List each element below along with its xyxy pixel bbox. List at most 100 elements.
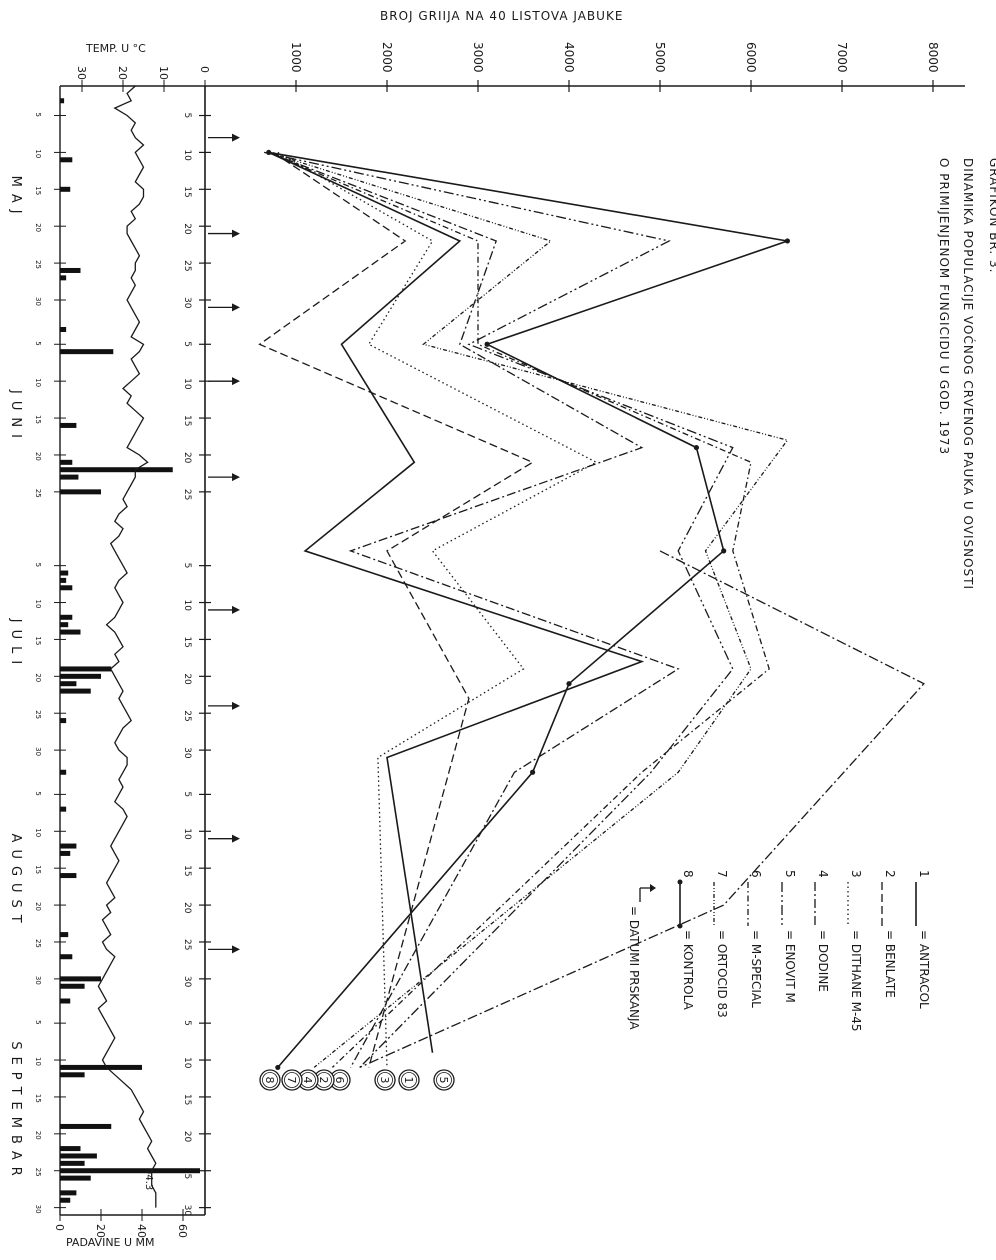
- rain-date-tick-label: 10: [34, 149, 42, 158]
- end-circle: [398, 1069, 420, 1091]
- rain-date-tick-label: 10: [34, 828, 42, 837]
- date-tick-label: 20: [182, 452, 192, 464]
- rain-bar: [60, 983, 85, 989]
- legend-number: 2: [883, 870, 897, 878]
- series-line-8: [268, 151, 788, 1068]
- spray-arrow-head: [232, 473, 240, 482]
- series-line-3: [277, 151, 598, 1068]
- rain-date-tick-label: 15: [34, 186, 42, 195]
- rain-bar: [60, 267, 81, 273]
- legend-text: = KONTROLA: [681, 930, 695, 1011]
- rain-bar: [60, 1064, 142, 1070]
- rain-date-tick-label: 20: [34, 902, 42, 911]
- rain-date-tick-label: 15: [34, 415, 42, 424]
- date-tick-label: 25: [182, 939, 192, 950]
- rain-bar: [60, 688, 91, 694]
- spray-arrow-head: [232, 303, 240, 312]
- rain-ticks: 0 20 40 60: [53, 1209, 189, 1238]
- date-tick-label: 25: [182, 710, 192, 721]
- rain-tick-label: 60: [176, 1224, 189, 1238]
- rain-bar: [60, 1175, 91, 1181]
- rain-bar: [60, 585, 73, 591]
- spray-arrow-head: [232, 701, 240, 710]
- end-circle: [374, 1069, 396, 1091]
- date-tick-label: 25: [182, 489, 192, 500]
- rain-date-tick-label: 25: [34, 1168, 42, 1177]
- rain-bar: [60, 1072, 85, 1078]
- end-circle-inner: [377, 1072, 393, 1088]
- rain-bar: [60, 327, 67, 333]
- legend-arrow-head: [650, 884, 656, 892]
- series-point: [484, 341, 490, 347]
- legend-text: = BENLATE: [883, 930, 897, 998]
- temp-tick-label: 10: [157, 66, 170, 80]
- temperature-curve: [97, 85, 157, 1208]
- chart-title-line1: DINAMIKA POPULACIJE VOĆNOG CRVENOG PAUKA…: [961, 158, 976, 590]
- rain-date-tick-label: 30: [34, 747, 42, 756]
- end-circle-label: 3: [378, 1077, 391, 1084]
- rain-bar: [60, 467, 173, 473]
- rain-bar: [60, 349, 114, 355]
- rain-date-tick-label: 10: [34, 600, 42, 609]
- legend-number: 3: [849, 870, 863, 878]
- date-tick-label: 25: [182, 1168, 192, 1179]
- rain-bar: [60, 186, 71, 192]
- date-tick-label: 15: [182, 186, 192, 197]
- series-point: [566, 681, 572, 687]
- temp-axis-title: TEMP. U °C: [85, 42, 146, 55]
- legend-text: = M-SPECIAL: [749, 930, 763, 1008]
- series-line-7: [268, 151, 789, 1068]
- rain-tick-label: 0: [53, 1224, 66, 1231]
- series-point: [266, 149, 272, 156]
- rain-bars: [60, 98, 200, 1203]
- month-labels: MAJ JUNI JULI AUGUST SEPTEMBAR: [8, 176, 23, 1183]
- date-tick-label: 5: [182, 113, 192, 119]
- temp-ticks: 0 10 20 30: [75, 66, 211, 92]
- rain-bar: [60, 998, 71, 1004]
- legend-text: = ENOVIT M: [783, 930, 797, 1003]
- legend: 1 = ANTRACOL 2 = BENLATE 3 = DITHANE M-45 4 = D…: [627, 870, 931, 1032]
- rain-bar: [60, 976, 101, 982]
- temp-line: [97, 85, 157, 1208]
- rain-date-tick-label: 15: [34, 1094, 42, 1103]
- legend-number: 8: [681, 870, 695, 878]
- rain-date-tick-label: 20: [34, 1131, 42, 1140]
- date-tick-label: 5: [182, 791, 192, 797]
- date-tick-label: 15: [182, 415, 192, 426]
- rain-date-tick-label: 30: [34, 976, 42, 985]
- temp-tick-label: 0: [198, 66, 211, 73]
- population-tick-label: 5000: [653, 42, 667, 73]
- legend-number: 4: [816, 870, 830, 878]
- series-line-6: [268, 151, 770, 1068]
- series-point: [784, 238, 791, 244]
- grafikon-number: GRAFIKON BR. 3.: [987, 158, 996, 273]
- rain-bar: [60, 570, 69, 576]
- rain-date-tick-label: 25: [34, 710, 42, 719]
- date-tick-label: 5: [182, 563, 192, 569]
- rain-date-tick-label: 15: [34, 865, 42, 874]
- rain-annotation: 94.3: [143, 1168, 154, 1190]
- rain-date-tick-label: 25: [34, 260, 42, 269]
- population-tick-label: 6000: [744, 42, 758, 73]
- legend-arrow-text: = DATUMI PRSKANJA: [627, 906, 641, 1030]
- series-line-1: [268, 151, 645, 1053]
- population-tick-label: 7000: [835, 42, 849, 73]
- population-tick-label: 1000: [289, 42, 303, 73]
- spray-arrow-head: [232, 229, 240, 238]
- date-tick-label: 15: [182, 636, 192, 647]
- date-tick-label: 10: [182, 378, 192, 390]
- series-point: [530, 769, 536, 775]
- spray-arrow-head: [232, 377, 240, 386]
- rain-bar: [60, 275, 67, 281]
- rain-bar: [60, 1190, 77, 1196]
- date-tick-label: 20: [182, 673, 192, 685]
- rain-date-tick-label: 5: [34, 341, 42, 345]
- rain-date-tick-label: 15: [34, 636, 42, 645]
- population-tick-label: 3000: [471, 42, 485, 73]
- end-circle-label: 5: [437, 1077, 450, 1084]
- legend-number: 5: [783, 870, 797, 878]
- rain-bar: [60, 614, 73, 620]
- rain-bar: [60, 98, 65, 104]
- legend-number: 6: [749, 870, 763, 878]
- legend-dot: [677, 879, 683, 885]
